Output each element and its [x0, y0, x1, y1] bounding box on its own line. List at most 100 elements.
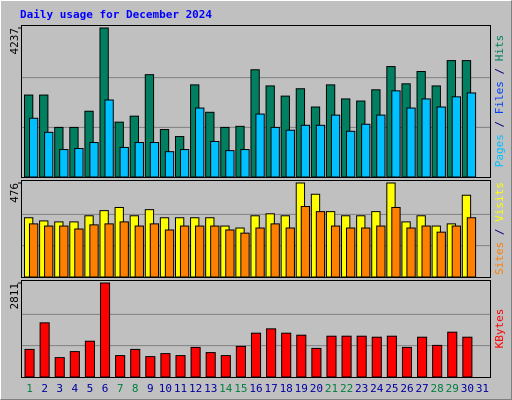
x-tick-label: 15	[234, 382, 247, 395]
bar	[179, 225, 190, 278]
bar	[466, 217, 477, 278]
panel	[21, 180, 491, 278]
bar	[451, 96, 461, 178]
side-label-part: KBytes	[493, 309, 506, 349]
bar	[44, 131, 54, 178]
x-tick-label: 6	[102, 382, 109, 395]
bar	[195, 107, 205, 178]
side-label-part: Pages	[493, 134, 506, 167]
side-label-part: Files	[493, 81, 506, 114]
bar	[376, 225, 386, 278]
bar	[54, 357, 65, 378]
bar	[104, 223, 114, 278]
x-tick-label: 10	[159, 382, 172, 395]
bar	[281, 332, 292, 378]
bar	[270, 223, 280, 278]
side-label: Pages / Files / Hits	[493, 35, 506, 168]
x-tick-label: 20	[310, 382, 323, 395]
bar	[432, 344, 443, 378]
bar	[436, 106, 446, 178]
x-tick-label: 16	[249, 382, 262, 395]
bar	[190, 346, 201, 378]
x-tick-label: 11	[174, 382, 187, 395]
bar	[421, 225, 431, 278]
bar	[69, 351, 80, 378]
bar	[74, 228, 84, 278]
x-tick-label: 2	[41, 382, 48, 395]
bar	[84, 340, 95, 378]
bar	[451, 225, 461, 278]
bar	[421, 98, 431, 178]
bar	[296, 334, 307, 378]
panel	[21, 280, 491, 378]
x-tick-label: 30	[461, 382, 474, 395]
bar	[89, 142, 99, 178]
bar	[130, 348, 141, 378]
bar	[361, 227, 371, 278]
x-tick-label: 14	[219, 382, 233, 395]
bar	[391, 206, 401, 278]
bar	[330, 114, 341, 178]
bar	[386, 335, 397, 378]
x-tick-label: 24	[370, 382, 384, 395]
y-tick-label: 4237	[8, 28, 21, 55]
side-label-part: Sites	[493, 242, 506, 275]
bar	[250, 332, 262, 378]
side-label-part: Hits	[493, 35, 506, 62]
bar	[240, 232, 250, 278]
x-tick-label: 22	[340, 382, 353, 395]
bar	[341, 335, 352, 378]
x-tick-label: 3	[56, 382, 63, 395]
chart-title: Daily usage for December 2024	[20, 8, 212, 21]
x-tick-label: 28	[431, 382, 444, 395]
bar	[134, 142, 144, 178]
bar	[89, 224, 99, 278]
bar	[44, 225, 54, 278]
bar	[179, 149, 190, 178]
bar	[195, 225, 205, 278]
side-label-part: Visits	[493, 182, 506, 222]
x-tick-label: 19	[295, 382, 308, 395]
bar	[255, 113, 265, 178]
bar	[330, 225, 341, 278]
bar	[205, 352, 216, 378]
x-tick-label: 23	[355, 382, 368, 395]
bar	[447, 331, 458, 378]
bar	[210, 140, 220, 178]
bar	[39, 322, 50, 378]
bar	[285, 129, 295, 178]
bar	[300, 124, 311, 178]
bar	[235, 345, 246, 378]
bar	[225, 229, 235, 278]
bar	[149, 223, 160, 278]
x-tick-label: 13	[204, 382, 217, 395]
x-tick-label: 7	[117, 382, 124, 395]
bar	[462, 336, 473, 378]
bar	[346, 227, 356, 278]
bar	[466, 92, 477, 178]
bar	[346, 130, 356, 178]
bar	[266, 328, 277, 378]
x-tick-label: 21	[325, 382, 338, 395]
bar	[225, 150, 235, 178]
x-tick-label: 4	[72, 382, 79, 395]
x-tick-label: 25	[385, 382, 398, 395]
y-tick-label: 2811	[8, 283, 21, 310]
x-tick-label: 17	[264, 382, 277, 395]
bar	[104, 99, 114, 178]
bar	[220, 355, 231, 378]
x-tick-label: 26	[400, 382, 413, 395]
bar	[270, 126, 280, 178]
side-label: Sites / Visits	[493, 182, 506, 275]
bar	[255, 227, 265, 278]
bar	[59, 149, 69, 178]
bar	[119, 146, 129, 178]
x-tick-label: 27	[415, 382, 428, 395]
bar	[401, 346, 413, 378]
x-tick-label: 31	[476, 382, 489, 395]
bar	[311, 347, 322, 378]
bar	[356, 335, 367, 378]
bar	[417, 336, 428, 378]
